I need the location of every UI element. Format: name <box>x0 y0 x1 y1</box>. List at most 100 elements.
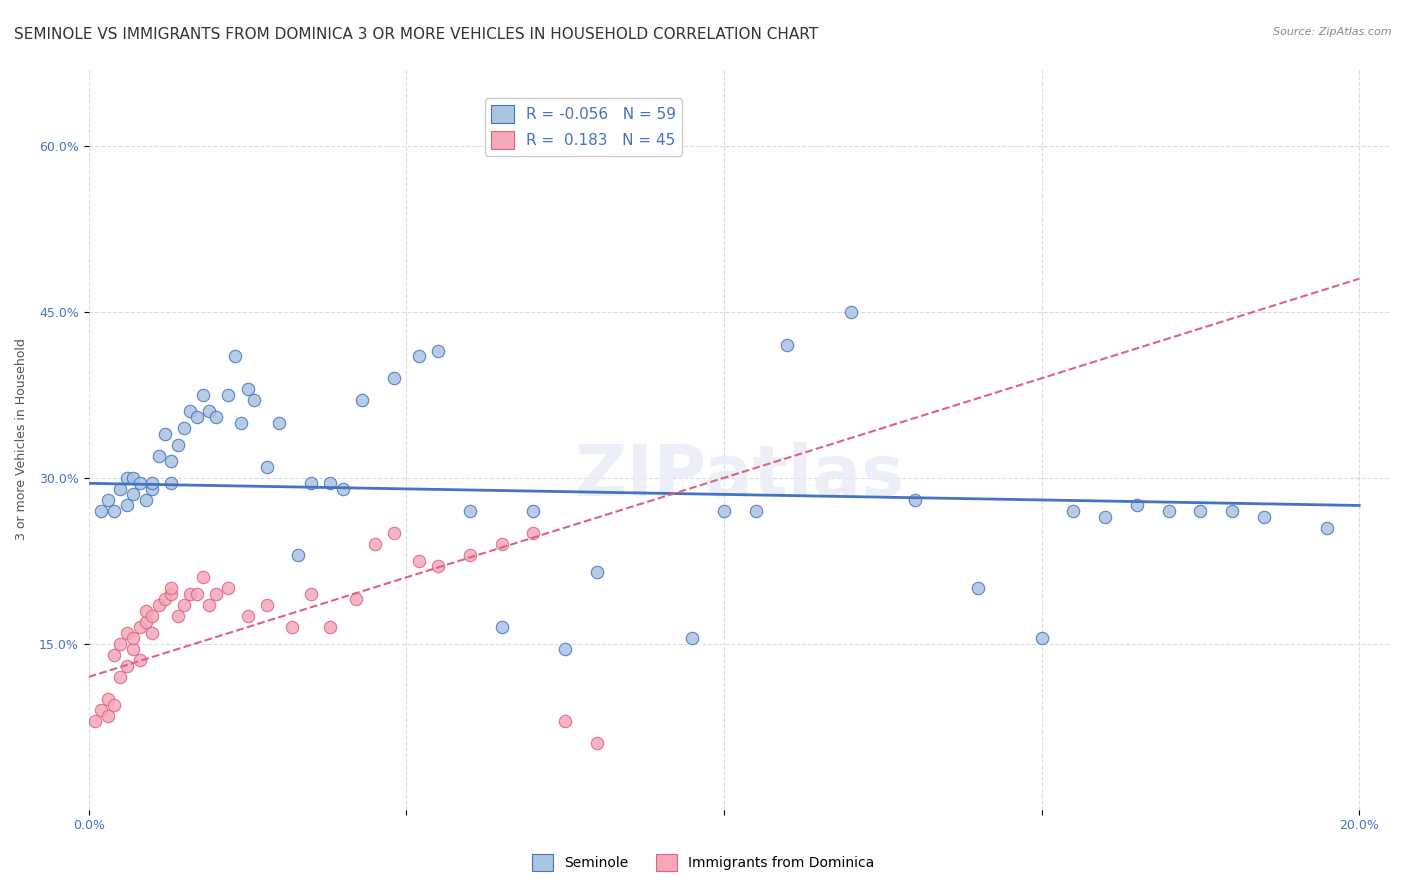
Point <box>1220 504 1243 518</box>
Text: Source: ZipAtlas.com: Source: ZipAtlas.com <box>1274 27 1392 37</box>
Y-axis label: 3 or more Vehicles in Household: 3 or more Vehicles in Household <box>15 338 28 540</box>
Point <box>586 736 609 750</box>
Point <box>522 504 544 518</box>
Point <box>166 609 188 624</box>
Point <box>135 603 157 617</box>
Point <box>458 504 481 518</box>
Point <box>1253 509 1275 524</box>
Point <box>681 631 703 645</box>
Point <box>287 548 309 562</box>
Point <box>299 476 322 491</box>
Point <box>141 609 163 624</box>
Point <box>586 565 609 579</box>
Point <box>103 648 125 662</box>
Point <box>173 421 195 435</box>
Point <box>256 459 278 474</box>
Point <box>141 625 163 640</box>
Point <box>122 471 145 485</box>
Point <box>344 592 367 607</box>
Point <box>135 492 157 507</box>
Point <box>236 609 259 624</box>
Point <box>110 637 132 651</box>
Point <box>427 559 450 574</box>
Point <box>97 692 120 706</box>
Point <box>97 708 120 723</box>
Text: SEMINOLE VS IMMIGRANTS FROM DOMINICA 3 OR MORE VEHICLES IN HOUSEHOLD CORRELATION: SEMINOLE VS IMMIGRANTS FROM DOMINICA 3 O… <box>14 27 818 42</box>
Point <box>148 449 170 463</box>
Point <box>115 658 138 673</box>
Point <box>135 615 157 629</box>
Legend: R = -0.056   N = 59, R =  0.183   N = 45: R = -0.056 N = 59, R = 0.183 N = 45 <box>485 98 682 155</box>
Point <box>522 526 544 541</box>
Point <box>236 382 259 396</box>
Point <box>554 642 576 657</box>
Point <box>967 582 990 596</box>
Point <box>122 642 145 657</box>
Point <box>122 631 145 645</box>
Point <box>160 476 183 491</box>
Point <box>97 492 120 507</box>
Point <box>491 620 513 634</box>
Point <box>186 587 208 601</box>
Point <box>319 476 342 491</box>
Point <box>141 476 163 491</box>
Point <box>217 388 239 402</box>
Point <box>128 476 150 491</box>
Point <box>491 537 513 551</box>
Point <box>350 393 373 408</box>
Point <box>179 587 201 601</box>
Point <box>408 554 430 568</box>
Point <box>1157 504 1180 518</box>
Point <box>458 548 481 562</box>
Point <box>103 698 125 712</box>
Point <box>110 670 132 684</box>
Point <box>122 487 145 501</box>
Point <box>1031 631 1053 645</box>
Point <box>115 471 138 485</box>
Point <box>160 582 183 596</box>
Point <box>141 482 163 496</box>
Point <box>191 570 214 584</box>
Point <box>166 437 188 451</box>
Point <box>269 416 291 430</box>
Point <box>427 343 450 358</box>
Point <box>204 409 226 424</box>
Point <box>1094 509 1116 524</box>
Text: ZIPatlas: ZIPatlas <box>575 442 905 510</box>
Point <box>153 592 176 607</box>
Point <box>1126 499 1149 513</box>
Point <box>198 598 221 612</box>
Point <box>191 388 214 402</box>
Point <box>713 504 735 518</box>
Point <box>554 714 576 728</box>
Point <box>1316 520 1339 534</box>
Point <box>299 587 322 601</box>
Point <box>363 537 385 551</box>
Point <box>1062 504 1084 518</box>
Point <box>160 454 183 468</box>
Point <box>408 349 430 363</box>
Point <box>110 482 132 496</box>
Point <box>160 587 183 601</box>
Point <box>198 404 221 418</box>
Point <box>382 526 405 541</box>
Point <box>231 416 253 430</box>
Point <box>128 653 150 667</box>
Point <box>179 404 201 418</box>
Legend: Seminole, Immigrants from Dominica: Seminole, Immigrants from Dominica <box>526 848 880 876</box>
Point <box>224 349 246 363</box>
Point <box>243 393 266 408</box>
Point <box>776 338 799 352</box>
Point <box>319 620 342 634</box>
Point <box>115 625 138 640</box>
Point <box>173 598 195 612</box>
Point <box>115 499 138 513</box>
Point <box>204 587 226 601</box>
Point <box>332 482 354 496</box>
Point <box>128 620 150 634</box>
Point <box>382 371 405 385</box>
Point <box>1189 504 1212 518</box>
Point <box>839 305 862 319</box>
Point <box>186 409 208 424</box>
Point <box>103 504 125 518</box>
